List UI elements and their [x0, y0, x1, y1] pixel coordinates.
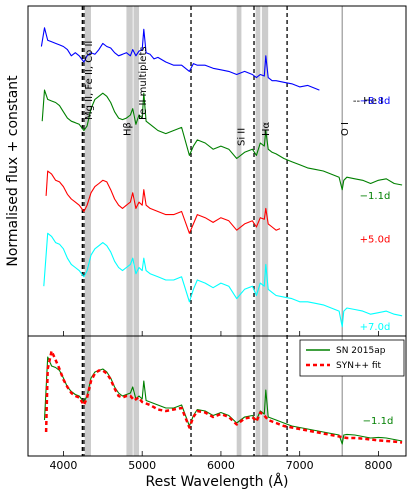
- legend-box: [299, 339, 405, 377]
- x-ticks: 4000 5000 6000 7000 8000: [49, 331, 392, 472]
- annotation-0: Mg II, Fe II, Co II: [84, 41, 95, 120]
- annotation-2: Fe II multiplets: [138, 46, 149, 120]
- x-tick-label-3: 7000: [286, 459, 314, 472]
- annotation-5: O I: [340, 122, 351, 136]
- epoch-labels: −8.8d −1.1d +5.0d +7.0d −1.1d: [360, 96, 394, 427]
- bottom-panel-frame: [27, 335, 407, 457]
- x-tick-label-2: 6000: [207, 459, 235, 472]
- legend-label-observed: SN 2015ap: [336, 346, 386, 356]
- bottom-series-line-1: [44, 349, 403, 444]
- top-panel-series: [40, 27, 403, 328]
- epoch-label-1: −1.1d: [360, 191, 391, 202]
- bottom-panel-series: [43, 349, 403, 445]
- annotation-1: Hβ: [122, 122, 133, 136]
- epoch-label-0: −8.8d: [360, 96, 391, 107]
- top-series-line-1: [41, 89, 403, 191]
- grey-band-4: [255, 6, 261, 456]
- grey-band-3: [236, 6, 242, 456]
- x-tick-label-1: 5000: [128, 459, 156, 472]
- grey-band-1: [126, 6, 133, 456]
- line-annotations: Mg II, Fe II, Co II Hβ Fe II multiplets Si …: [84, 41, 383, 146]
- top-series-line-0: [40, 27, 320, 91]
- epoch-label-2: +5.0d: [360, 235, 391, 246]
- x-tick-label-0: 4000: [49, 459, 77, 472]
- grey-band-2: [133, 6, 140, 456]
- top-series-line-2: [45, 170, 281, 234]
- x-tick-label-4: 8000: [364, 459, 392, 472]
- epoch-label-3: +7.0d: [360, 322, 391, 333]
- legend-label-fit: SYN++ fit: [336, 361, 382, 371]
- top-series-line-3: [43, 232, 403, 328]
- grey-band-0: [84, 6, 91, 456]
- grey-bands: [84, 6, 269, 456]
- annotation-he-i: -- He I: [353, 96, 383, 107]
- y-axis-label: Normalised flux + constant: [5, 75, 21, 267]
- epoch-label-bottom: −1.1d: [363, 416, 394, 427]
- annotation-4: Hα: [261, 121, 272, 136]
- grey-band-5: [261, 6, 269, 456]
- annotation-3: Si II: [237, 128, 248, 146]
- vertical-lines: [81, 6, 343, 456]
- legend: SN 2015ap SYN++ fit: [299, 339, 405, 377]
- x-axis-label: Rest Wavelength (Å): [146, 473, 289, 490]
